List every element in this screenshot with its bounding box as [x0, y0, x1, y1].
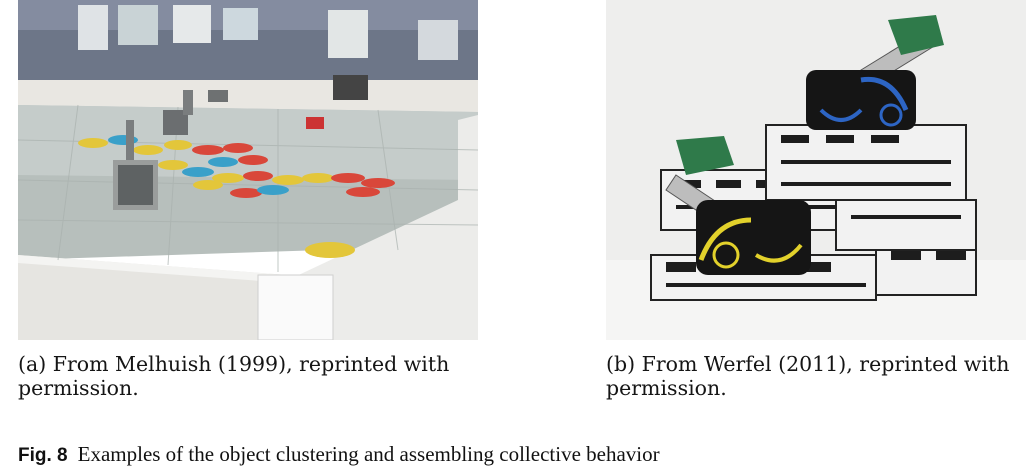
caption-b-line1: (b) From Werfel (2011), reprinted with — [606, 352, 1010, 376]
photo-werfel-termite-robots — [606, 0, 1026, 340]
subfigure-caption-b: (b) From Werfel (2011), reprinted with p… — [606, 352, 1026, 400]
figure-panel-b: (b) From Werfel (2011), reprinted with p… — [606, 0, 1026, 400]
caption-a-line1: (a) From Melhuish (1999), reprinted with — [18, 352, 450, 376]
caption-a-line2: permission. — [18, 376, 139, 400]
caption-b-line2: permission. — [606, 376, 727, 400]
subfigure-caption-a: (a) From Melhuish (1999), reprinted with… — [18, 352, 478, 400]
figure-number: Fig. 8 — [18, 445, 68, 466]
figure-caption: Fig. 8 Examples of the object clustering … — [18, 442, 660, 467]
figure-panel-a: (a) From Melhuish (1999), reprinted with… — [18, 0, 478, 400]
figure-caption-text: Examples of the object clustering and as… — [77, 442, 660, 466]
photo-melhuish-arena — [18, 0, 478, 340]
